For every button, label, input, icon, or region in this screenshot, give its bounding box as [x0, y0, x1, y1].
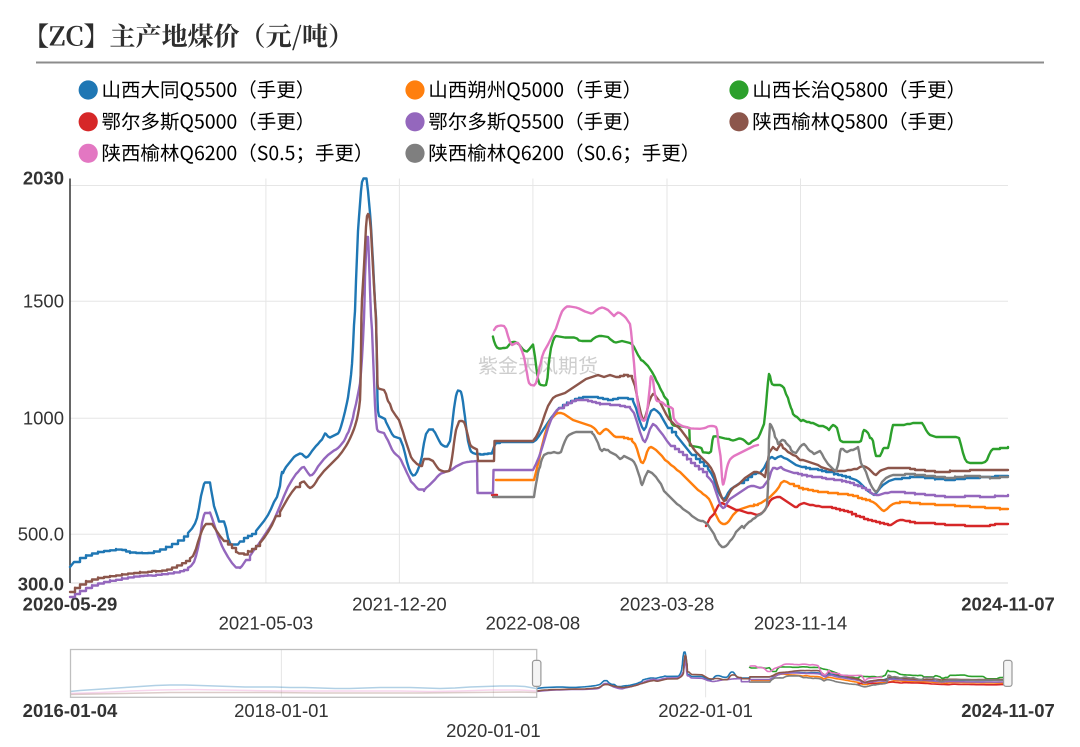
svg-text:2021-05-03: 2021-05-03 [219, 613, 314, 634]
svg-text:2016-01-04: 2016-01-04 [23, 700, 118, 721]
svg-text:2022-01-01: 2022-01-01 [658, 700, 753, 721]
svg-text:2021-12-20: 2021-12-20 [352, 594, 447, 615]
svg-text:2023-03-28: 2023-03-28 [620, 594, 715, 615]
svg-text:500.0: 500.0 [18, 523, 64, 544]
svg-text:2018-01-01: 2018-01-01 [234, 700, 329, 721]
svg-text:2023-11-14: 2023-11-14 [754, 613, 847, 634]
svg-text:1000: 1000 [23, 407, 64, 428]
svg-text:300.0: 300.0 [18, 574, 64, 595]
svg-text:2020-05-29: 2020-05-29 [23, 594, 118, 615]
svg-text:2030: 2030 [23, 168, 64, 189]
svg-text:2020-01-01: 2020-01-01 [446, 720, 541, 741]
svg-text:1500: 1500 [23, 290, 64, 311]
svg-text:2022-08-08: 2022-08-08 [486, 613, 581, 634]
svg-text:2024-11-07: 2024-11-07 [961, 700, 1055, 721]
svg-text:2024-11-07: 2024-11-07 [961, 594, 1055, 615]
